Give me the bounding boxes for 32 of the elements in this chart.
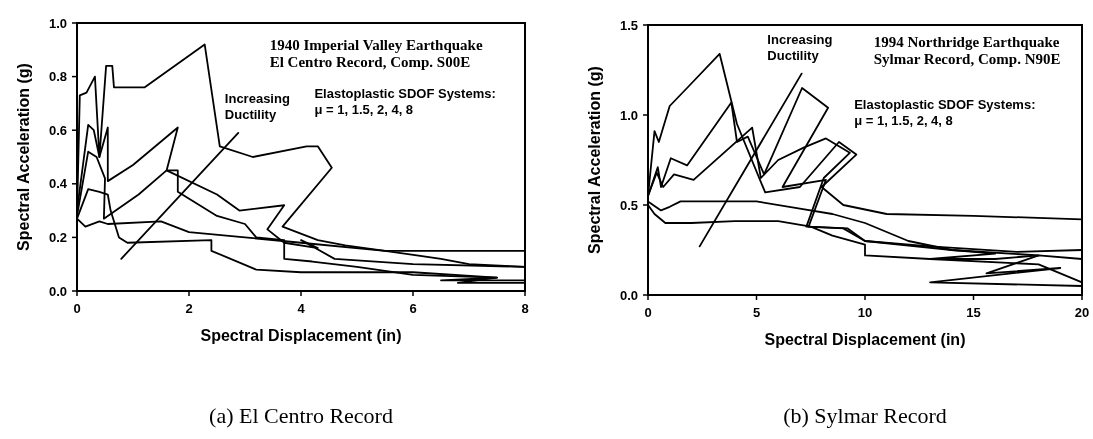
y-tick-label: 1.0 — [619, 107, 638, 123]
x-axis-title: Spectral Displacement (in) — [200, 327, 402, 344]
y-tick-label: 0.0 — [619, 287, 638, 303]
x-tick-label: 2 — [185, 301, 193, 316]
text: (a) El Centro Record — [209, 403, 393, 428]
x-tick-label: 5 — [752, 305, 761, 320]
annotation: Elastoplastic SDOF Systems: μ = 1, 1.5, 2, 4, 8 — [854, 96, 1036, 128]
annotation: 1940 Imperial Valley Earthquake El Centro Record, Comp. S00E — [269, 36, 483, 70]
x-tick-label: 10 — [857, 305, 873, 320]
y-axis-title: Spectral Acceleration (g) — [15, 63, 32, 251]
y-tick-label: 0.5 — [619, 197, 638, 213]
y-tick-label: 0.4 — [48, 176, 68, 192]
y-axis-title: Spectral Acceleration (g) — [586, 66, 603, 254]
x-axis-title: Spectral Displacement (in) — [764, 331, 966, 348]
y-tick-label: 0.6 — [48, 122, 67, 138]
annotation: Elastoplastic SDOF Systems: μ = 1, 1.5, 2, 4, 8 — [314, 86, 496, 118]
x-tick-label: 15 — [966, 305, 981, 320]
x-tick-label: 0 — [73, 301, 81, 316]
y-tick-label: 1.5 — [619, 17, 638, 33]
x-tick-label: 6 — [409, 301, 417, 316]
annotation: 1994 Northridge Earthquake Sylmar Record, Comp. N90E — [873, 33, 1061, 67]
y-tick-label: 1.0 — [48, 15, 67, 31]
y-tick-label: 0.0 — [48, 283, 67, 299]
annotation: Increasing Ductility — [767, 31, 833, 63]
y-tick-label: 0.2 — [48, 229, 67, 245]
y-tick-label: 0.8 — [48, 69, 67, 85]
x-tick-label: 20 — [1074, 305, 1090, 320]
x-tick-label: 8 — [521, 301, 529, 316]
x-tick-label: 0 — [644, 305, 652, 320]
x-tick-label: 4 — [297, 301, 306, 316]
text: (b) Sylmar Record — [783, 403, 947, 428]
annotation: Increasing Ductility — [224, 91, 290, 123]
